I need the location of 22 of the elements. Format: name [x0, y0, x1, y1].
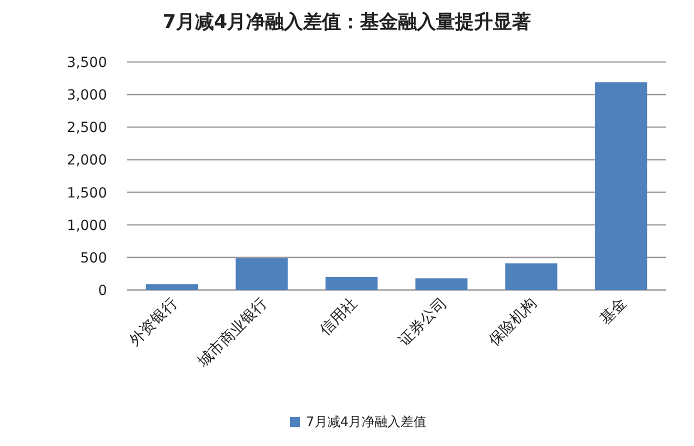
y-tick-label: 2,000 [66, 152, 107, 169]
y-tick-label: 500 [80, 250, 107, 266]
y-tick-label: 0 [98, 283, 107, 299]
legend-label: 7月减4月净融入差值 [306, 415, 427, 430]
y-tick-label: 1,500 [66, 185, 107, 202]
bar [236, 258, 288, 290]
x-tick-label: 基金 [596, 294, 630, 328]
y-tick-label: 2,500 [66, 120, 107, 136]
y-tick-label: 1,000 [66, 218, 107, 234]
bar [415, 278, 468, 290]
x-tick-label: 城市商业银行 [194, 294, 271, 372]
bar [326, 276, 378, 290]
y-tick-label: 3,000 [66, 88, 107, 104]
bar [146, 284, 198, 290]
bar [595, 82, 648, 290]
x-tick-label: 证券公司 [395, 294, 450, 350]
y-tick-label: 3,500 [66, 55, 107, 71]
x-tick-label: 保险机构 [484, 294, 540, 350]
chart-title: 7月减4月净融入差值：基金融入量提升显著 [162, 11, 532, 33]
x-tick-label: 外资银行 [126, 294, 181, 350]
bar [505, 263, 558, 290]
x-tick-label: 信用社 [316, 294, 360, 339]
